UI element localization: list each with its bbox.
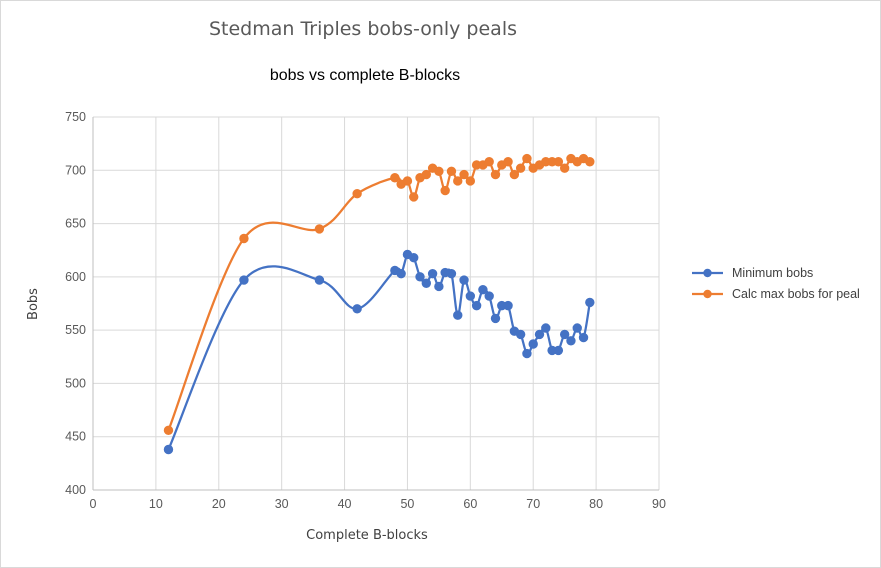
data-point-calc-max-bobs-for-peal	[509, 169, 520, 180]
x-tick-label: 40	[338, 497, 352, 511]
data-point-minimum-bobs	[453, 310, 463, 320]
series-minimum-bobs	[163, 249, 595, 455]
y-tick-label: 400	[65, 483, 86, 497]
data-point-calc-max-bobs-for-peal	[239, 233, 249, 244]
data-point-minimum-bobs	[534, 329, 545, 340]
gridlines	[93, 116, 660, 490]
data-point-minimum-bobs	[396, 268, 406, 279]
x-tick-label: 70	[526, 497, 540, 511]
data-point-calc-max-bobs-for-peal	[434, 166, 444, 177]
data-point-minimum-bobs	[490, 313, 501, 324]
x-tick-label: 0	[90, 497, 97, 511]
data-point-minimum-bobs	[484, 291, 494, 301]
legend: Minimum bobs Calc max bobs for peal	[692, 266, 860, 301]
data-point-calc-max-bobs-for-peal	[409, 192, 419, 202]
x-tick-label: 80	[589, 497, 603, 511]
data-point-calc-max-bobs-for-peal	[352, 189, 362, 199]
data-point-calc-max-bobs-for-peal	[553, 157, 564, 167]
data-point-minimum-bobs	[578, 332, 589, 343]
x-axis-label: Complete B-blocks	[306, 528, 428, 543]
x-tick-label: 60	[463, 497, 477, 511]
legend-marker	[703, 289, 712, 299]
data-point-calc-max-bobs-for-peal	[390, 173, 400, 183]
series-layer	[163, 153, 595, 455]
data-point-minimum-bobs	[314, 275, 325, 285]
x-tick-label: 10	[149, 497, 163, 511]
data-point-calc-max-bobs-for-peal	[515, 163, 526, 173]
y-tick-label: 700	[65, 163, 86, 177]
data-point-calc-max-bobs-for-peal	[490, 169, 501, 180]
series-calc-max-bobs-for-peal	[163, 153, 595, 436]
y-tick-label: 750	[65, 110, 86, 124]
legend-marker	[703, 268, 712, 278]
data-point-minimum-bobs	[409, 252, 419, 263]
legend-entry-minimum-bobs: Minimum bobs	[732, 266, 813, 280]
x-tick-label: 30	[275, 497, 289, 511]
series-line-calc-max-bobs-for-peal	[167, 157, 591, 431]
data-point-minimum-bobs	[566, 336, 576, 346]
data-point-minimum-bobs	[478, 284, 488, 295]
data-point-minimum-bobs	[446, 268, 457, 279]
data-point-calc-max-bobs-for-peal	[163, 425, 174, 436]
data-point-minimum-bobs	[572, 323, 582, 333]
data-point-calc-max-bobs-for-peal	[459, 169, 469, 180]
data-point-calc-max-bobs-for-peal	[440, 185, 450, 196]
x-tick-labels: 0 10 20 30 40 50 60 70 80 90	[90, 497, 666, 511]
data-point-minimum-bobs	[522, 348, 532, 359]
data-point-minimum-bobs	[541, 323, 551, 333]
data-point-calc-max-bobs-for-peal	[402, 176, 413, 186]
data-point-minimum-bobs	[163, 444, 174, 455]
data-point-calc-max-bobs-for-peal	[465, 176, 476, 186]
data-point-calc-max-bobs-for-peal	[446, 166, 457, 177]
y-tick-label: 500	[65, 376, 86, 390]
y-tick-labels: 400 450 500 550 600 650 700 750	[65, 110, 86, 497]
y-axis-label: Bobs	[26, 288, 41, 320]
data-point-calc-max-bobs-for-peal	[453, 176, 463, 186]
data-point-minimum-bobs	[553, 345, 564, 356]
data-point-minimum-bobs	[465, 291, 476, 301]
data-point-calc-max-bobs-for-peal	[421, 169, 432, 180]
data-point-minimum-bobs	[427, 268, 438, 279]
x-tick-label: 20	[212, 497, 226, 511]
data-point-minimum-bobs	[515, 329, 526, 340]
x-tick-label: 50	[400, 497, 414, 511]
data-point-calc-max-bobs-for-peal	[559, 163, 570, 173]
data-point-calc-max-bobs-for-peal	[522, 153, 532, 164]
y-tick-label: 550	[65, 323, 86, 337]
data-point-calc-max-bobs-for-peal	[484, 157, 494, 167]
data-point-minimum-bobs	[585, 297, 595, 308]
data-point-minimum-bobs	[415, 272, 425, 282]
data-point-minimum-bobs	[352, 304, 362, 314]
data-point-minimum-bobs	[559, 329, 570, 340]
data-point-minimum-bobs	[471, 300, 482, 311]
legend-entry-calc-max-bobs-for-peal: Calc max bobs for peal	[732, 287, 860, 301]
y-tick-label: 600	[65, 270, 86, 284]
data-point-minimum-bobs	[503, 300, 513, 311]
chart-subtitle: bobs vs complete B-blocks	[270, 67, 460, 84]
data-point-minimum-bobs	[421, 278, 432, 288]
axes	[92, 117, 659, 491]
data-point-minimum-bobs	[528, 339, 538, 349]
y-tick-label: 650	[65, 217, 86, 231]
data-point-calc-max-bobs-for-peal	[314, 224, 325, 234]
data-point-minimum-bobs	[459, 275, 469, 285]
data-point-calc-max-bobs-for-peal	[503, 157, 513, 167]
chart-title: Stedman Triples bobs-only peals	[209, 18, 517, 40]
y-tick-label: 450	[65, 430, 86, 444]
data-point-minimum-bobs	[434, 281, 444, 292]
x-tick-label: 90	[652, 497, 666, 511]
data-point-calc-max-bobs-for-peal	[585, 157, 595, 167]
data-point-minimum-bobs	[239, 275, 249, 285]
